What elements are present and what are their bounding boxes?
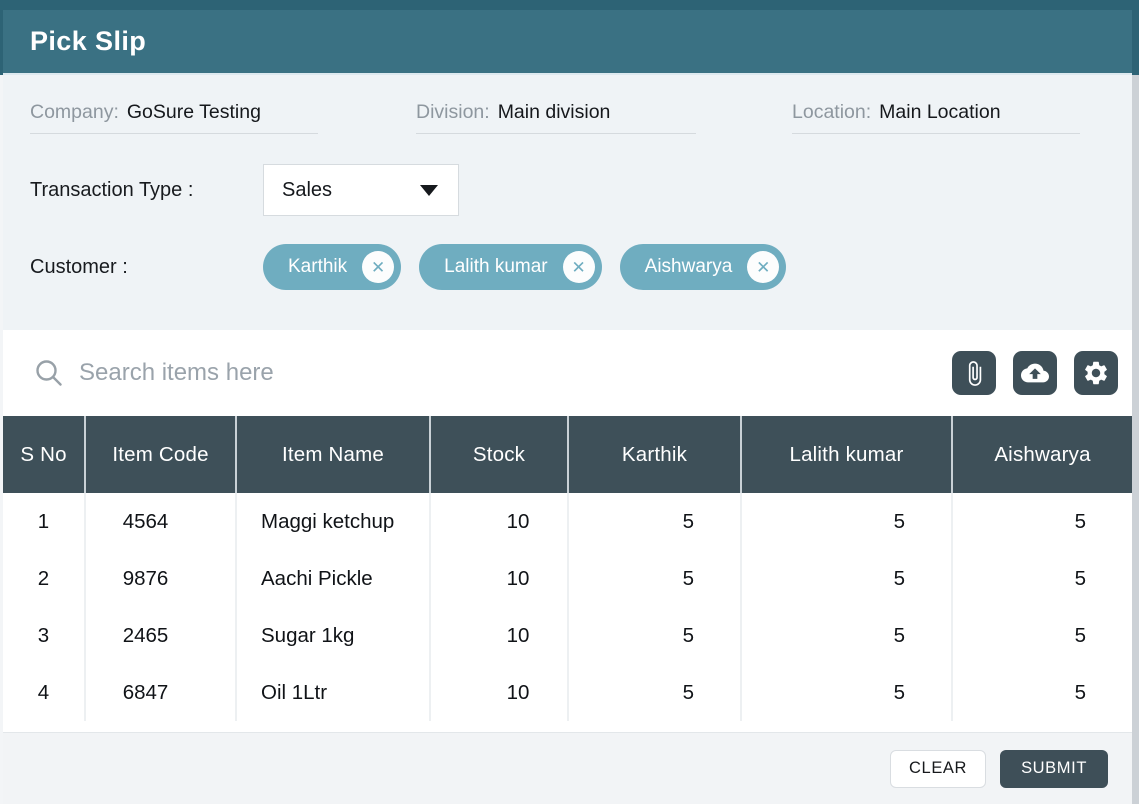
submit-button[interactable]: SUBMIT [1000, 749, 1108, 788]
pick-slip-dialog: Pick Slip Company: GoSure Testing Divisi… [3, 10, 1132, 804]
page-title: Pick Slip [30, 26, 147, 56]
cell-item-code: 2465 [84, 607, 236, 664]
cell-stock: 10 [429, 550, 568, 607]
search-icon [33, 357, 65, 389]
chip-label: Aishwarya [644, 256, 733, 277]
table-header-row: S No Item Code Item Name Stock Karthik L… [3, 416, 1132, 493]
division-value: Main division [497, 101, 611, 123]
customer-row: Customer : Karthik ✕ Lalith kumar ✕ Aish… [30, 244, 1132, 290]
table-row: 3 2465 Sugar 1kg 10 5 5 5 [3, 607, 1132, 664]
cell-sno: 3 [3, 607, 85, 664]
col-header-lalith-kumar: Lalith kumar [740, 416, 952, 493]
division-field[interactable]: Division: Main division [416, 101, 696, 134]
cell-qty-lalith-kumar[interactable]: 5 [740, 493, 952, 550]
cell-qty-aishwarya[interactable]: 5 [951, 607, 1132, 664]
col-header-aishwarya: Aishwarya [951, 416, 1132, 493]
form-section: Company: GoSure Testing Division: Main d… [3, 75, 1132, 330]
footer-bar: CLEAR SUBMIT [3, 732, 1132, 804]
cell-qty-aishwarya[interactable]: 5 [951, 493, 1132, 550]
cell-stock: 10 [429, 607, 568, 664]
cell-qty-lalith-kumar[interactable]: 5 [740, 550, 952, 607]
customer-chip-aishwarya[interactable]: Aishwarya ✕ [619, 244, 787, 290]
table-row: 2 9876 Aachi Pickle 10 5 5 5 [3, 550, 1132, 607]
chevron-down-icon [420, 184, 438, 196]
cell-qty-aishwarya[interactable]: 5 [951, 550, 1132, 607]
customer-chip-lalith-kumar[interactable]: Lalith kumar ✕ [419, 244, 602, 290]
paperclip-icon [961, 360, 988, 387]
cell-sno: 4 [3, 664, 85, 721]
context-fields-row: Company: GoSure Testing Division: Main d… [30, 101, 1132, 134]
items-table: S No Item Code Item Name Stock Karthik L… [3, 416, 1132, 721]
transaction-type-label: Transaction Type : [30, 178, 194, 201]
transaction-type-value: Sales [282, 178, 333, 201]
table-bottom-padding [3, 721, 1132, 732]
cloud-upload-icon [1021, 359, 1049, 387]
location-label: Location: [792, 101, 872, 123]
backdrop-right-edge [1132, 75, 1139, 804]
cell-item-code: 9876 [84, 550, 236, 607]
company-value: GoSure Testing [126, 101, 261, 123]
cell-item-name: Sugar 1kg [235, 607, 430, 664]
division-label: Division: [416, 101, 490, 123]
cell-sno: 1 [3, 493, 85, 550]
cell-stock: 10 [429, 493, 568, 550]
col-header-sno: S No [3, 416, 85, 493]
col-header-item-code: Item Code [84, 416, 236, 493]
dialog-header: Pick Slip [3, 10, 1132, 75]
col-header-karthik: Karthik [567, 416, 741, 493]
col-header-item-name: Item Name [235, 416, 430, 493]
company-label: Company: [30, 101, 119, 123]
customer-chip-karthik[interactable]: Karthik ✕ [263, 244, 402, 290]
upload-button[interactable] [1013, 351, 1057, 395]
cell-qty-aishwarya[interactable]: 5 [951, 664, 1132, 721]
cell-stock: 10 [429, 664, 568, 721]
search-input[interactable] [79, 359, 935, 387]
col-header-stock: Stock [429, 416, 568, 493]
cell-qty-lalith-kumar[interactable]: 5 [740, 607, 952, 664]
attach-file-button[interactable] [952, 351, 996, 395]
cell-qty-karthik[interactable]: 5 [567, 607, 741, 664]
cell-qty-lalith-kumar[interactable]: 5 [740, 664, 952, 721]
close-icon[interactable]: ✕ [562, 251, 595, 283]
backdrop-left-edge [0, 75, 3, 804]
cell-item-name: Aachi Pickle [235, 550, 430, 607]
chip-label: Karthik [288, 256, 348, 277]
transaction-type-row: Transaction Type : Sales [30, 164, 1132, 216]
company-field[interactable]: Company: GoSure Testing [30, 101, 318, 134]
transaction-type-dropdown[interactable]: Sales [263, 164, 459, 216]
location-value: Main Location [879, 101, 1001, 123]
close-icon[interactable]: ✕ [747, 251, 780, 283]
search-toolbar [3, 330, 1132, 416]
gear-icon [1082, 359, 1110, 387]
close-icon[interactable]: ✕ [362, 251, 395, 283]
cell-item-code: 4564 [84, 493, 236, 550]
cell-qty-karthik[interactable]: 5 [567, 664, 741, 721]
table-row: 4 6847 Oil 1Ltr 10 5 5 5 [3, 664, 1132, 721]
cell-qty-karthik[interactable]: 5 [567, 550, 741, 607]
customer-chips: Karthik ✕ Lalith kumar ✕ Aishwarya ✕ [263, 244, 787, 290]
cell-item-code: 6847 [84, 664, 236, 721]
cell-qty-karthik[interactable]: 5 [567, 493, 741, 550]
clear-button[interactable]: CLEAR [890, 749, 987, 788]
customer-label: Customer : [30, 255, 128, 278]
cell-sno: 2 [3, 550, 85, 607]
cell-item-name: Maggi ketchup [235, 493, 430, 550]
location-field[interactable]: Location: Main Location [792, 101, 1080, 134]
table-row: 1 4564 Maggi ketchup 10 5 5 5 [3, 493, 1132, 550]
chip-label: Lalith kumar [444, 256, 548, 277]
cell-item-name: Oil 1Ltr [235, 664, 430, 721]
settings-button[interactable] [1074, 351, 1118, 395]
